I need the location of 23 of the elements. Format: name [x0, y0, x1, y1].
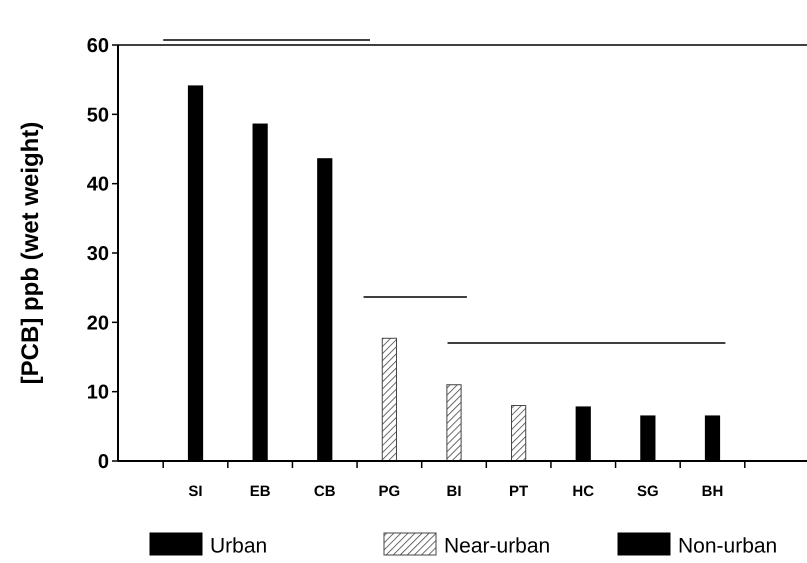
legend-label: Urban	[210, 534, 268, 558]
bar	[511, 405, 526, 462]
y-tick-label: 20	[86, 312, 109, 334]
legend-label: Non-urban	[678, 534, 778, 558]
x-tick-label: BH	[702, 483, 724, 500]
legend-label: Near-urban	[444, 534, 550, 558]
x-tick-label: PG	[378, 483, 400, 500]
y-tick-label: 50	[86, 104, 109, 126]
x-tick-label: SI	[188, 483, 203, 500]
y-tick-label: 0	[98, 451, 109, 473]
x-tick-label: CB	[314, 483, 336, 500]
y-tick-label: 30	[86, 243, 109, 265]
x-tick-label: PT	[509, 483, 528, 500]
x-tick-label: BI	[446, 483, 462, 500]
bar	[382, 338, 397, 462]
x-tick-label: EB	[250, 483, 271, 500]
y-axis-title: [PCB] ppb (wet weight)	[17, 122, 44, 384]
y-tick-label: 60	[86, 35, 109, 57]
x-tick-label: HC	[572, 483, 594, 500]
bar	[446, 384, 462, 462]
y-tick-label: 10	[86, 382, 109, 404]
x-tick-label: SG	[637, 483, 659, 500]
y-tick-label: 40	[86, 174, 109, 196]
